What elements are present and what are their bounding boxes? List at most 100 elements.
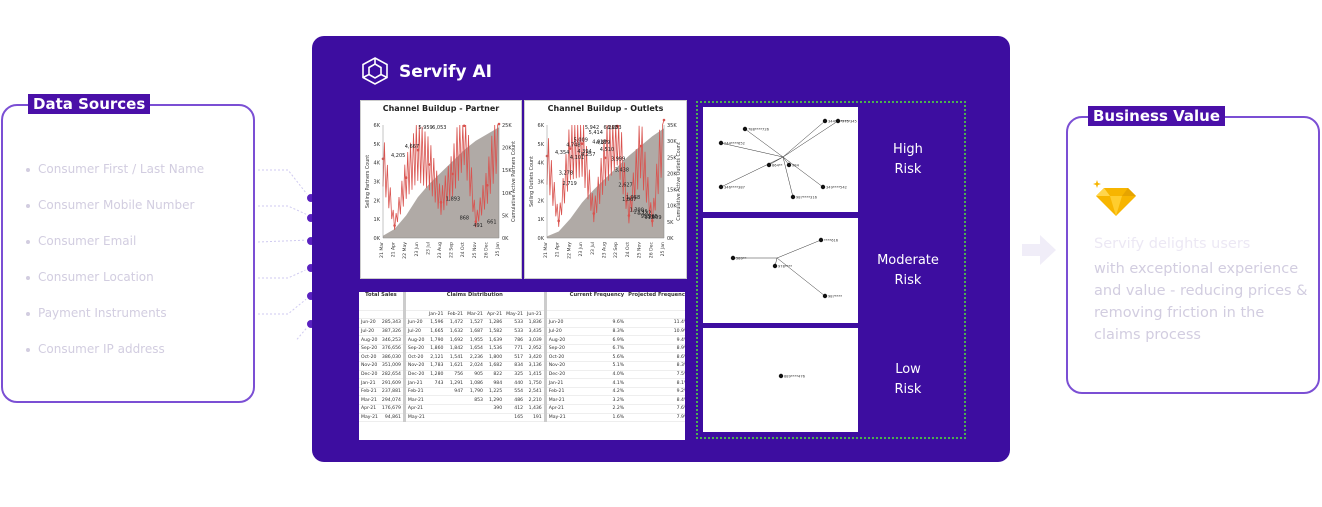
- table-row: Mar-21 294,074 Mar-21 853 1,290 486 2,210 Mar-2…: [359, 395, 685, 406]
- data-label: 5,414: [589, 130, 603, 136]
- table-cell: 1,472: [445, 318, 466, 328]
- data-label: 4,101: [570, 155, 584, 161]
- table-cell: 1,290: [484, 395, 505, 406]
- y2-tick-label: 10K: [667, 204, 677, 210]
- data-label: 3,999: [611, 157, 625, 163]
- table-cell: 486: [504, 395, 526, 406]
- data-source-item: Payment Instruments: [26, 306, 167, 320]
- data-label: 909: [652, 215, 662, 221]
- selling-count-line: [382, 123, 500, 230]
- table-cell: 94,861: [379, 413, 406, 423]
- network-node-label: 984: [792, 164, 800, 168]
- table-cell: Jul-20: [404, 327, 427, 337]
- data-source-item: Consumer First / Last Name: [26, 162, 204, 176]
- table-cell: [445, 404, 466, 414]
- network-node-label: 978****: [778, 265, 792, 269]
- risk-label: Low Risk: [862, 360, 954, 400]
- table-cell: 2.2%: [567, 404, 627, 414]
- bullet-icon: [26, 203, 30, 208]
- data-label: 4,667: [405, 144, 419, 150]
- table-cell: 2,024: [465, 361, 485, 371]
- partner-chart-title: Channel Buildup - Partner: [382, 104, 500, 113]
- y-tick-label: 1K: [538, 217, 545, 223]
- table-cell: Sep-20: [404, 344, 427, 354]
- risk-area: [696, 101, 966, 439]
- y-tick-label: 6K: [538, 123, 545, 129]
- table-cell: Jan-21: [359, 378, 380, 388]
- table-cell: 346,253: [379, 335, 406, 345]
- table-cell: 1,280: [426, 370, 446, 380]
- network-node-label: 987****316: [796, 196, 818, 200]
- table-cell: 1,436: [525, 404, 547, 414]
- data-point: [569, 147, 572, 150]
- data-label: 4,510: [600, 147, 614, 153]
- table-cell: 533: [504, 318, 526, 328]
- data-label: 4,748: [566, 143, 580, 149]
- table-cell: Aug-20: [404, 335, 427, 345]
- table-cell: [426, 395, 446, 406]
- y-tick-label: 2K: [374, 198, 381, 204]
- table-cell: Jul-20: [545, 327, 568, 337]
- connector-lines: [257, 169, 311, 340]
- data-point: [497, 122, 501, 126]
- outlets-chart-card: Channel Buildup - Outlets 6K 5K 4K 3K 2K 1K 0K…: [524, 100, 687, 279]
- y2-axis-label: Cumulative Active Partners Count: [511, 141, 517, 222]
- data-label: 1,195: [633, 209, 647, 215]
- table-cell: 1,527: [465, 318, 485, 328]
- table-cell: May-21: [545, 413, 568, 423]
- data-source-label: Consumer IP address: [38, 342, 165, 356]
- y2-tick-label: 25K: [502, 123, 512, 129]
- table-cell: 9.6%: [567, 318, 627, 328]
- x-tick-label: 25 Jan: [495, 242, 501, 256]
- table-cell: 294,074: [379, 395, 406, 406]
- y2-tick-label: 15K: [667, 188, 677, 194]
- table-cell: 7.9%: [626, 413, 685, 423]
- network-node: [718, 184, 724, 190]
- table-cell: 1,286: [484, 318, 505, 328]
- table-cell: 10.9%: [626, 327, 685, 337]
- data-sources-card: [1, 104, 255, 403]
- data-source-label: Consumer Email: [38, 234, 137, 248]
- table-cell: May-21: [359, 413, 380, 423]
- table-cell: 1,621: [445, 361, 466, 371]
- table-cell: Sep-20: [545, 344, 568, 354]
- x-tick-label: 23 Jul: [425, 242, 431, 255]
- table-cell: Jan-21: [545, 378, 568, 388]
- table-cell: 1,800: [484, 352, 505, 363]
- table-cell: 1,955: [465, 335, 485, 345]
- table-cell: 984: [484, 378, 505, 388]
- table-cell: Jan-21: [404, 378, 427, 388]
- month-header: May-21: [504, 310, 526, 320]
- network-node: [778, 373, 784, 379]
- x-tick-label: 26 Dec: [648, 242, 654, 259]
- data-point: [428, 163, 431, 166]
- data-label: 4,354: [555, 150, 569, 156]
- diamond-icon: [1093, 180, 1136, 216]
- network-edge: [720, 156, 784, 188]
- table-cell: 1,654: [465, 344, 485, 354]
- table-cell: 771: [504, 344, 526, 354]
- data-point: [592, 212, 596, 215]
- network-node-label: ****616: [824, 239, 839, 243]
- x-tick-label: 25 Nov: [472, 242, 478, 259]
- table-cell: 1,750: [525, 378, 547, 388]
- table-cell: 3,136: [525, 361, 547, 371]
- table-cell: Dec-20: [359, 370, 380, 380]
- data-point: [580, 142, 584, 145]
- month-header: Feb-21: [445, 310, 466, 320]
- table-cell: 905: [465, 370, 485, 380]
- table-cell: Sep-20: [359, 344, 380, 354]
- table-cell: 237,881: [379, 387, 406, 397]
- table-cell: 1,536: [484, 344, 505, 354]
- network-node: [786, 162, 792, 168]
- data-label: 2,627: [618, 183, 632, 189]
- data-label: 491: [473, 223, 483, 229]
- data-label: 1,300: [630, 208, 644, 214]
- y-tick-label: 1K: [374, 217, 381, 223]
- y2-tick-label: 5K: [667, 220, 674, 226]
- table-cell: [426, 387, 446, 397]
- table-row: Dec-20 282,654 Dec-20 1,280 756 905 822 325 1,41…: [359, 370, 685, 380]
- data-label: 1,132: [637, 211, 651, 217]
- table-cell: 285,343: [379, 318, 406, 328]
- table-cell: 1,790: [465, 387, 485, 397]
